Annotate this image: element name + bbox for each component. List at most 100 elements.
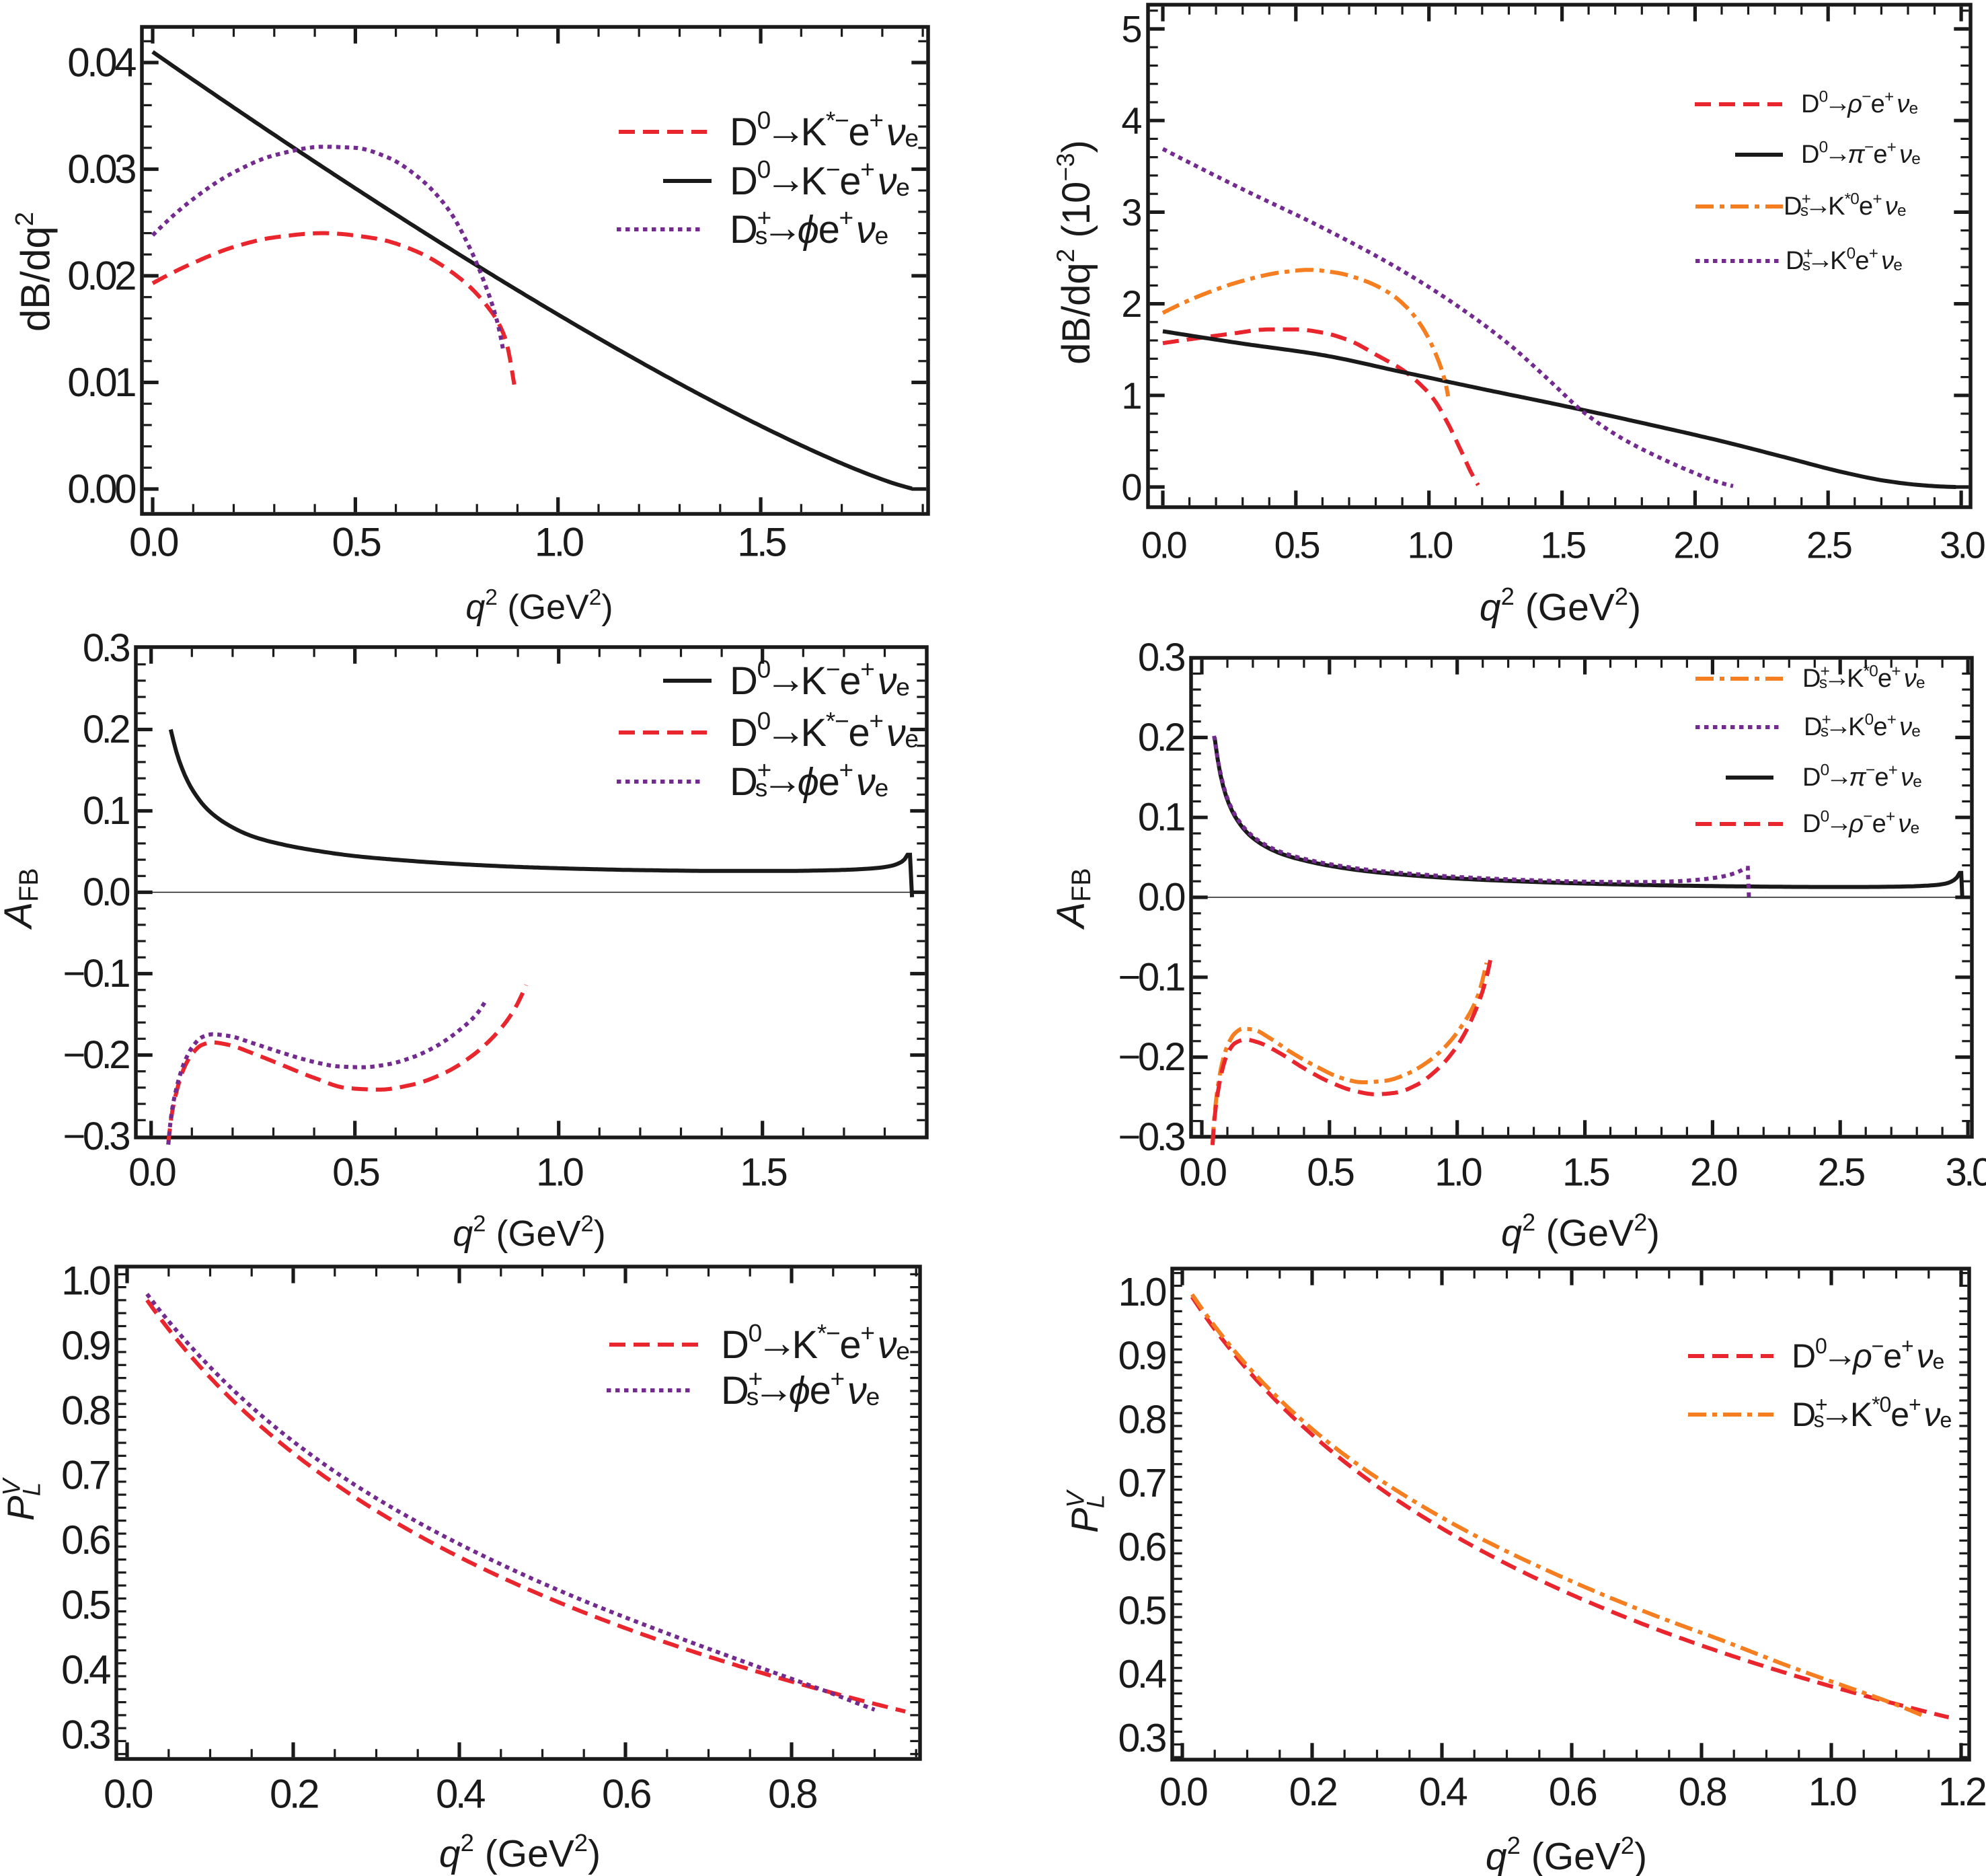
svg-text:3.0: 3.0 bbox=[1940, 524, 1985, 566]
svg-text:0.5: 0.5 bbox=[1118, 1589, 1166, 1633]
svg-text:0.4: 0.4 bbox=[1118, 1652, 1166, 1696]
svg-text:D0→K−e+νe: D0→K−e+νe bbox=[730, 155, 909, 203]
svg-text:0.7: 0.7 bbox=[61, 1453, 110, 1498]
svg-text:4: 4 bbox=[1121, 100, 1141, 142]
svg-text:D0→ρ−e+νe: D0→ρ−e+ νe bbox=[1802, 807, 1919, 838]
svg-text:0.2: 0.2 bbox=[1138, 716, 1184, 759]
svg-text:D0→ρ−e+νe: D0→ρ−e+ νe bbox=[1792, 1334, 1944, 1375]
svg-text:0.3: 0.3 bbox=[83, 626, 129, 670]
svg-text:2.0: 2.0 bbox=[1690, 1151, 1736, 1195]
svg-text:dB/dq2 (10−3): dB/dq2 (10−3) bbox=[1051, 140, 1098, 365]
svg-text:1.5: 1.5 bbox=[1540, 524, 1585, 566]
svg-text:0.5: 0.5 bbox=[332, 1151, 379, 1195]
svg-text:1.5: 1.5 bbox=[1562, 1151, 1609, 1195]
svg-text:0.04: 0.04 bbox=[67, 40, 136, 85]
svg-text:2: 2 bbox=[1121, 283, 1141, 325]
svg-text:0.02: 0.02 bbox=[67, 254, 135, 299]
svg-text:1.0: 1.0 bbox=[536, 1151, 582, 1195]
svg-text:−0.2: −0.2 bbox=[1118, 1035, 1185, 1079]
svg-text:0.0: 0.0 bbox=[104, 1772, 153, 1817]
svg-text:0.2: 0.2 bbox=[1289, 1770, 1336, 1814]
svg-text:2.0: 2.0 bbox=[1673, 524, 1718, 566]
svg-text:0.6: 0.6 bbox=[602, 1772, 650, 1817]
svg-text:D0→π−e+νe: D0→π−e+ νe bbox=[1802, 761, 1921, 792]
svg-text:0.3: 0.3 bbox=[1118, 1716, 1166, 1760]
svg-text:D0→π−e+νe: D0→π−e+ νe bbox=[1801, 138, 1920, 169]
svg-text:0.6: 0.6 bbox=[1549, 1770, 1597, 1814]
svg-text:0.01: 0.01 bbox=[67, 360, 135, 405]
svg-text:0.5: 0.5 bbox=[332, 520, 380, 565]
svg-text:0.0: 0.0 bbox=[83, 870, 129, 914]
svg-text:PVL: PVL bbox=[0, 1477, 46, 1521]
svg-text:0.3: 0.3 bbox=[1138, 636, 1184, 679]
svg-text:D+s→ϕe+νe: D+ s→ϕe+νe bbox=[721, 1365, 879, 1413]
svg-text:0.7: 0.7 bbox=[1118, 1461, 1165, 1505]
svg-text:−0.3: −0.3 bbox=[63, 1115, 130, 1158]
svg-text:q2 (GeV2): q2 (GeV2) bbox=[1501, 1209, 1660, 1254]
svg-text:1.5: 1.5 bbox=[737, 520, 786, 565]
svg-text:1: 1 bbox=[1121, 374, 1141, 416]
svg-text:1.0: 1.0 bbox=[535, 520, 584, 565]
svg-text:2.5: 2.5 bbox=[1818, 1151, 1864, 1195]
svg-text:D0→ρ−e+νe: D0→ρ−e+ νe bbox=[1801, 87, 1918, 118]
svg-text:q2 (GeV2): q2 (GeV2) bbox=[439, 1829, 601, 1875]
svg-text:0.2: 0.2 bbox=[270, 1772, 318, 1817]
svg-text:1.2: 1.2 bbox=[1938, 1770, 1985, 1814]
svg-text:2.5: 2.5 bbox=[1806, 524, 1851, 566]
svg-text:0.6: 0.6 bbox=[61, 1517, 110, 1563]
svg-text:0.0: 0.0 bbox=[1141, 524, 1186, 566]
svg-text:AFB: AFB bbox=[1049, 868, 1096, 930]
svg-text:0.5: 0.5 bbox=[61, 1583, 110, 1628]
svg-text:1.0: 1.0 bbox=[1435, 1151, 1481, 1195]
svg-text:3: 3 bbox=[1121, 191, 1141, 233]
svg-text:0.0: 0.0 bbox=[1138, 876, 1184, 920]
svg-text:0.00: 0.00 bbox=[67, 467, 136, 512]
svg-text:0: 0 bbox=[1121, 466, 1141, 509]
svg-text:D+s→ϕe+νe: D+ s→ϕe+νe bbox=[730, 204, 888, 252]
svg-text:−0.1: −0.1 bbox=[1118, 955, 1185, 999]
svg-text:D+s→ϕe+νe: D+ s→ϕe+νe bbox=[730, 756, 888, 804]
svg-text:1.0: 1.0 bbox=[61, 1259, 110, 1304]
svg-text:0.1: 0.1 bbox=[1138, 796, 1184, 839]
svg-text:0.8: 0.8 bbox=[768, 1772, 816, 1817]
svg-text:D+s→K*0e+νe: D+ s→K*0e+ νe bbox=[1784, 190, 1906, 221]
svg-text:0.5: 0.5 bbox=[1307, 1151, 1353, 1195]
svg-text:−0.1: −0.1 bbox=[63, 952, 130, 996]
svg-text:0.4: 0.4 bbox=[1419, 1770, 1467, 1814]
svg-text:0.5: 0.5 bbox=[1274, 524, 1320, 566]
svg-text:3.0: 3.0 bbox=[1946, 1151, 1986, 1195]
svg-text:−0.3: −0.3 bbox=[1118, 1115, 1185, 1159]
svg-text:1.0: 1.0 bbox=[1808, 1770, 1856, 1814]
svg-text:0.8: 0.8 bbox=[1679, 1770, 1726, 1814]
svg-text:0.0: 0.0 bbox=[1179, 1151, 1225, 1195]
svg-text:D+s→K0e+νe: D+ s→K0e+ νe bbox=[1804, 710, 1920, 741]
svg-text:0.0: 0.0 bbox=[128, 1151, 175, 1195]
svg-text:0.03: 0.03 bbox=[67, 147, 135, 192]
svg-text:1.5: 1.5 bbox=[740, 1151, 786, 1195]
svg-text:0.9: 0.9 bbox=[61, 1323, 110, 1368]
svg-text:AFB: AFB bbox=[0, 868, 44, 930]
svg-text:D+s→K*0e+νe: D+ s→K*0e+ νe bbox=[1802, 662, 1925, 693]
svg-text:0.6: 0.6 bbox=[1118, 1525, 1166, 1569]
svg-text:0.0: 0.0 bbox=[1159, 1770, 1207, 1814]
svg-text:0.0: 0.0 bbox=[129, 520, 178, 565]
svg-text:1.0: 1.0 bbox=[1118, 1270, 1166, 1314]
svg-text:D+s→K0e+νe: D+ s→K0e+ νe bbox=[1786, 244, 1902, 275]
svg-text:q2 (GeV2): q2 (GeV2) bbox=[453, 1211, 606, 1254]
svg-text:0.9: 0.9 bbox=[1118, 1334, 1166, 1378]
svg-text:q2 (GeV2): q2 (GeV2) bbox=[465, 585, 613, 627]
svg-text:1.0: 1.0 bbox=[1408, 524, 1453, 566]
svg-text:D0→K*−e+νe: D0→K*−e+νe bbox=[730, 707, 918, 755]
svg-text:0.1: 0.1 bbox=[83, 789, 129, 833]
svg-text:dB/dq2: dB/dq2 bbox=[10, 212, 58, 332]
svg-text:q2 (GeV2): q2 (GeV2) bbox=[1486, 1832, 1647, 1876]
svg-text:D0→K*−e+νe: D0→K*−e+νe bbox=[721, 1319, 909, 1367]
svg-text:D0→K*−e+νe: D0→K*−e+νe bbox=[730, 106, 918, 154]
svg-text:0.8: 0.8 bbox=[1118, 1397, 1166, 1441]
svg-text:5: 5 bbox=[1121, 8, 1141, 50]
svg-text:0.3: 0.3 bbox=[61, 1712, 110, 1757]
svg-text:D+s→K*0e+νe: D+ s→K*0e+ νe bbox=[1792, 1392, 1951, 1433]
svg-text:0.4: 0.4 bbox=[61, 1647, 110, 1692]
svg-text:PVL: PVL bbox=[1061, 1489, 1109, 1533]
svg-text:0.8: 0.8 bbox=[61, 1388, 110, 1433]
